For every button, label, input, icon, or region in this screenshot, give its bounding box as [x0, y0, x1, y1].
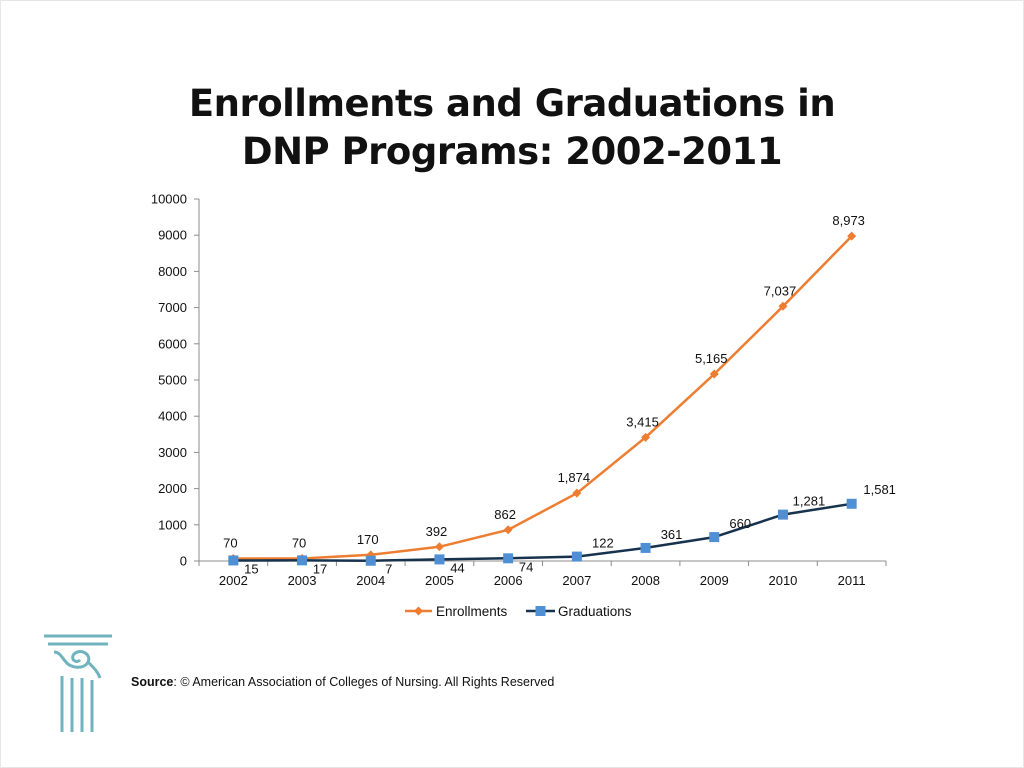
enrollments-point [572, 488, 582, 498]
y-tick-label: 0 [180, 554, 187, 569]
graduations-data-label: 1,281 [793, 494, 826, 509]
graduations-data-label: 122 [592, 536, 614, 551]
graduations-point [640, 542, 651, 553]
enrollments-data-label: 1,874 [558, 470, 591, 485]
column-logo-icon [44, 634, 112, 732]
enrollments-data-label: 5,165 [695, 351, 728, 366]
enrollments-point [847, 231, 857, 241]
y-tick-label: 9000 [158, 228, 187, 243]
enrollments-data-label: 392 [426, 524, 448, 539]
graduations-data-label: 17 [313, 561, 327, 576]
legend-enrollments-marker [414, 606, 423, 616]
enrollments-series-line [233, 235, 853, 560]
x-tick-label: 2008 [631, 573, 660, 588]
enrollments-data-label: 8,973 [832, 213, 865, 228]
x-tick-label: 2002 [219, 573, 248, 588]
legend-enrollments-label: Enrollments [436, 604, 508, 619]
title-line-2: DNP Programs: 2002-2011 [241, 130, 783, 173]
x-tick-label: 2006 [494, 573, 523, 588]
graduations-data-label: 7 [385, 562, 392, 577]
x-tick-label: 2011 [838, 573, 866, 588]
x-tick-label: 2010 [768, 573, 797, 588]
graduations-point [846, 498, 857, 509]
graduations-data-label: 660 [729, 516, 751, 531]
title-line-1: Enrollments and Graduations in [188, 82, 836, 125]
enrollments-data-label: 70 [292, 535, 306, 550]
x-tick-label: 2003 [288, 573, 317, 588]
y-tick-label: 4000 [158, 409, 187, 424]
enrollments-data-label: 70 [223, 535, 237, 550]
legend-graduations-marker [535, 606, 546, 616]
graduations-data-label: 74 [519, 559, 533, 574]
graduations-point [434, 554, 445, 565]
x-tick-label: 2005 [425, 573, 454, 588]
graduations-point [571, 551, 582, 562]
enrollments-point [434, 542, 444, 552]
enrollments-point [503, 525, 513, 535]
y-tick-label: 5000 [158, 373, 187, 388]
graduations-point [709, 532, 720, 543]
graduations-point [297, 555, 308, 566]
legend-graduations-label: Graduations [558, 604, 632, 619]
graduations-series-line [233, 502, 852, 562]
graduations-data-label: 1,581 [863, 482, 896, 497]
graduations-data-label: 361 [661, 527, 683, 542]
enrollments-data-label: 170 [357, 532, 379, 547]
y-tick-label: 3000 [158, 445, 187, 460]
enrollments-point [641, 432, 651, 442]
enrollments-data-label: 862 [494, 507, 516, 522]
source-text: : © American Association of Colleges of … [173, 675, 555, 689]
y-tick-label: 10000 [151, 192, 187, 207]
graduations-point [365, 555, 376, 566]
x-tick-label: 2009 [700, 573, 729, 588]
graduations-data-label: 15 [244, 561, 258, 576]
x-tick-label: 2004 [356, 573, 385, 588]
graduations-data-label: 44 [450, 560, 464, 575]
y-tick-label: 8000 [158, 264, 187, 279]
enrollments-data-label: 7,037 [764, 283, 797, 298]
graduations-point [777, 509, 788, 520]
source-label: Source [131, 675, 174, 689]
graduations-point [503, 553, 514, 564]
enrollments-data-label: 3,415 [626, 414, 659, 429]
y-tick-label: 1000 [158, 517, 187, 532]
y-tick-label: 7000 [158, 300, 187, 315]
x-tick-label: 2007 [562, 573, 591, 588]
page-title: Enrollments and Graduations in DNP Progr… [0, 80, 1024, 176]
enrollments-point [778, 301, 788, 311]
graduations-point [228, 555, 239, 566]
y-tick-label: 2000 [158, 481, 187, 496]
y-tick-label: 6000 [158, 336, 187, 351]
enrollments-point [709, 369, 719, 379]
source-note: Source: © American Association of Colleg… [131, 675, 554, 689]
